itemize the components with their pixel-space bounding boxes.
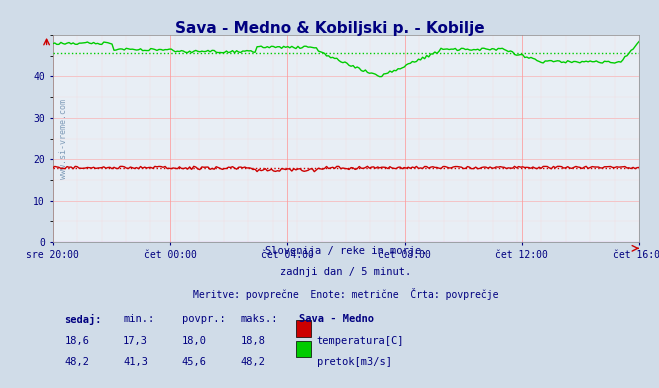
Text: pretok[m3/s]: pretok[m3/s] (316, 357, 391, 367)
Text: 48,2: 48,2 (241, 357, 266, 367)
Text: temperatura[C]: temperatura[C] (316, 336, 404, 346)
Text: povpr.:: povpr.: (182, 314, 225, 324)
Text: 45,6: 45,6 (182, 357, 207, 367)
Text: Slovenija / reke in morje.: Slovenija / reke in morje. (265, 246, 427, 256)
Text: 41,3: 41,3 (123, 357, 148, 367)
Text: maks.:: maks.: (241, 314, 278, 324)
Text: min.:: min.: (123, 314, 154, 324)
Text: Sava - Medno: Sava - Medno (299, 314, 374, 324)
Text: 18,8: 18,8 (241, 336, 266, 346)
Text: Meritve: povprečne  Enote: metrične  Črta: povprečje: Meritve: povprečne Enote: metrične Črta:… (193, 288, 499, 300)
Text: 18,0: 18,0 (182, 336, 207, 346)
Text: sedaj:: sedaj: (65, 314, 102, 325)
Text: www.si-vreme.com: www.si-vreme.com (59, 99, 68, 178)
Text: Sava - Medno & Kobiljski p. - Kobilje: Sava - Medno & Kobiljski p. - Kobilje (175, 21, 484, 36)
Text: 18,6: 18,6 (65, 336, 90, 346)
FancyBboxPatch shape (296, 341, 311, 357)
Text: zadnji dan / 5 minut.: zadnji dan / 5 minut. (280, 267, 412, 277)
Text: 17,3: 17,3 (123, 336, 148, 346)
FancyBboxPatch shape (296, 320, 311, 337)
Text: 48,2: 48,2 (65, 357, 90, 367)
